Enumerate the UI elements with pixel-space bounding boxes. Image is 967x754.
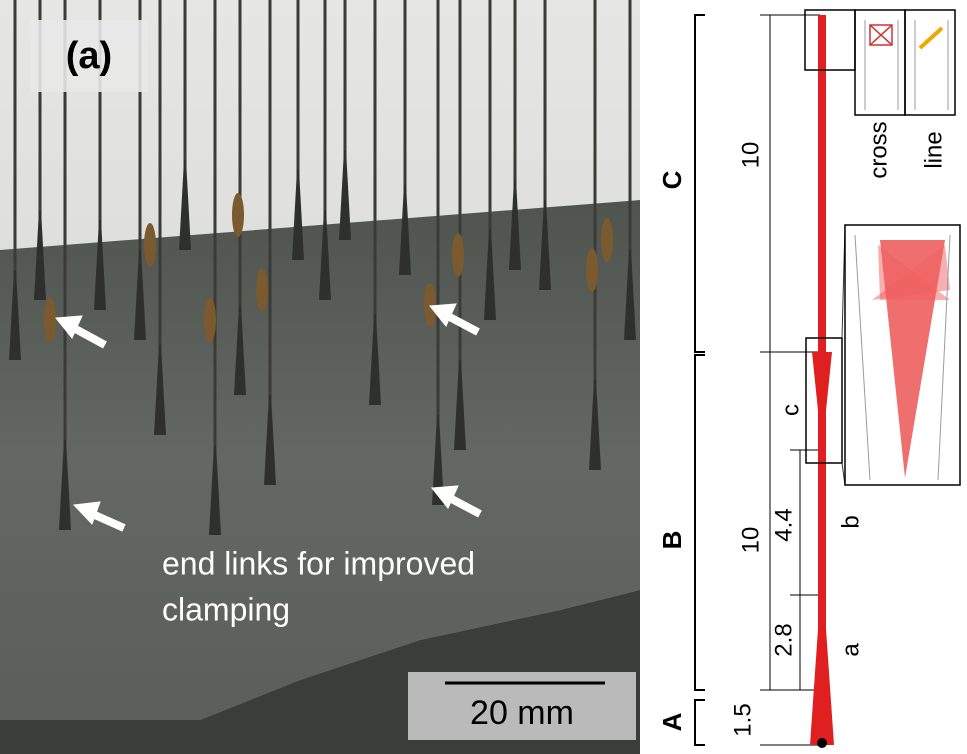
part-label: c: [777, 404, 804, 416]
rod: [204, 298, 216, 342]
rod: [432, 415, 444, 505]
part-label: b: [837, 515, 864, 528]
rod: [509, 180, 521, 270]
rod: [424, 283, 436, 327]
bracket: [694, 699, 705, 746]
arrow-head: [72, 501, 101, 525]
arrow-head: [55, 315, 83, 339]
rod: [209, 445, 221, 535]
bracket: [694, 14, 705, 353]
line-mark: [918, 26, 944, 50]
schematic: [640, 0, 967, 754]
rod: [134, 250, 146, 340]
rod: [264, 395, 276, 485]
rod-outline: [854, 234, 951, 481]
rod: [586, 248, 598, 292]
section-label: A: [657, 712, 687, 731]
base: [817, 738, 827, 748]
rod: [94, 220, 106, 310]
rod: [369, 315, 381, 405]
bracket: [694, 354, 705, 691]
rod: [59, 440, 71, 530]
link-cone: [872, 245, 950, 300]
rod-outline: [864, 20, 949, 110]
label-box: [30, 20, 148, 92]
rod: [9, 270, 21, 360]
cross-box: [869, 24, 893, 46]
end-link: [812, 352, 832, 430]
arrow-head: [429, 303, 457, 327]
rod: [256, 268, 268, 312]
section-label: B: [657, 531, 687, 550]
dimension-label: 1.5: [729, 703, 756, 736]
photo: (a) end links for improved clamping 20 m…: [0, 0, 640, 754]
rod: [601, 218, 613, 262]
rod: [452, 233, 464, 277]
inset-label: line: [920, 131, 947, 168]
dimension-label: 4.4: [770, 508, 797, 541]
rod: [339, 150, 351, 240]
cross-mark: [869, 24, 893, 46]
rod: [34, 210, 46, 300]
inset-label: cross: [865, 121, 892, 178]
rod: [589, 380, 601, 470]
inset: [904, 9, 956, 116]
rod: [44, 298, 56, 342]
inset-frame: [805, 337, 843, 464]
rod: [154, 345, 166, 435]
rod: [539, 200, 551, 290]
schematic-labels: C B A 10 10 1.5 4.4 2.8 c b a cross line: [657, 121, 947, 736]
rod: [399, 185, 411, 275]
scale-label: 20 mm: [470, 694, 574, 732]
rod: [234, 305, 246, 395]
end-link: [810, 600, 834, 745]
panel-label: (a): [66, 35, 112, 77]
rod: [144, 223, 156, 267]
part-label: a: [837, 643, 864, 657]
section-label: C: [657, 170, 687, 189]
dimension-label: 2.8: [770, 623, 797, 656]
inset: [844, 224, 961, 486]
rod: [179, 160, 191, 250]
rod: [454, 360, 466, 450]
rod: [292, 170, 304, 260]
rod: [624, 250, 636, 340]
rod: [319, 210, 331, 300]
dimension-label: 10: [737, 142, 764, 169]
dimension-label: 10: [737, 527, 764, 554]
arrows: [55, 303, 482, 532]
annotation: end links for improved: [162, 545, 475, 581]
dimension-lines: [760, 14, 820, 746]
annotation: clamping: [162, 591, 290, 627]
rod: [484, 230, 496, 320]
arrow-head: [431, 485, 459, 509]
rod: [232, 193, 244, 237]
